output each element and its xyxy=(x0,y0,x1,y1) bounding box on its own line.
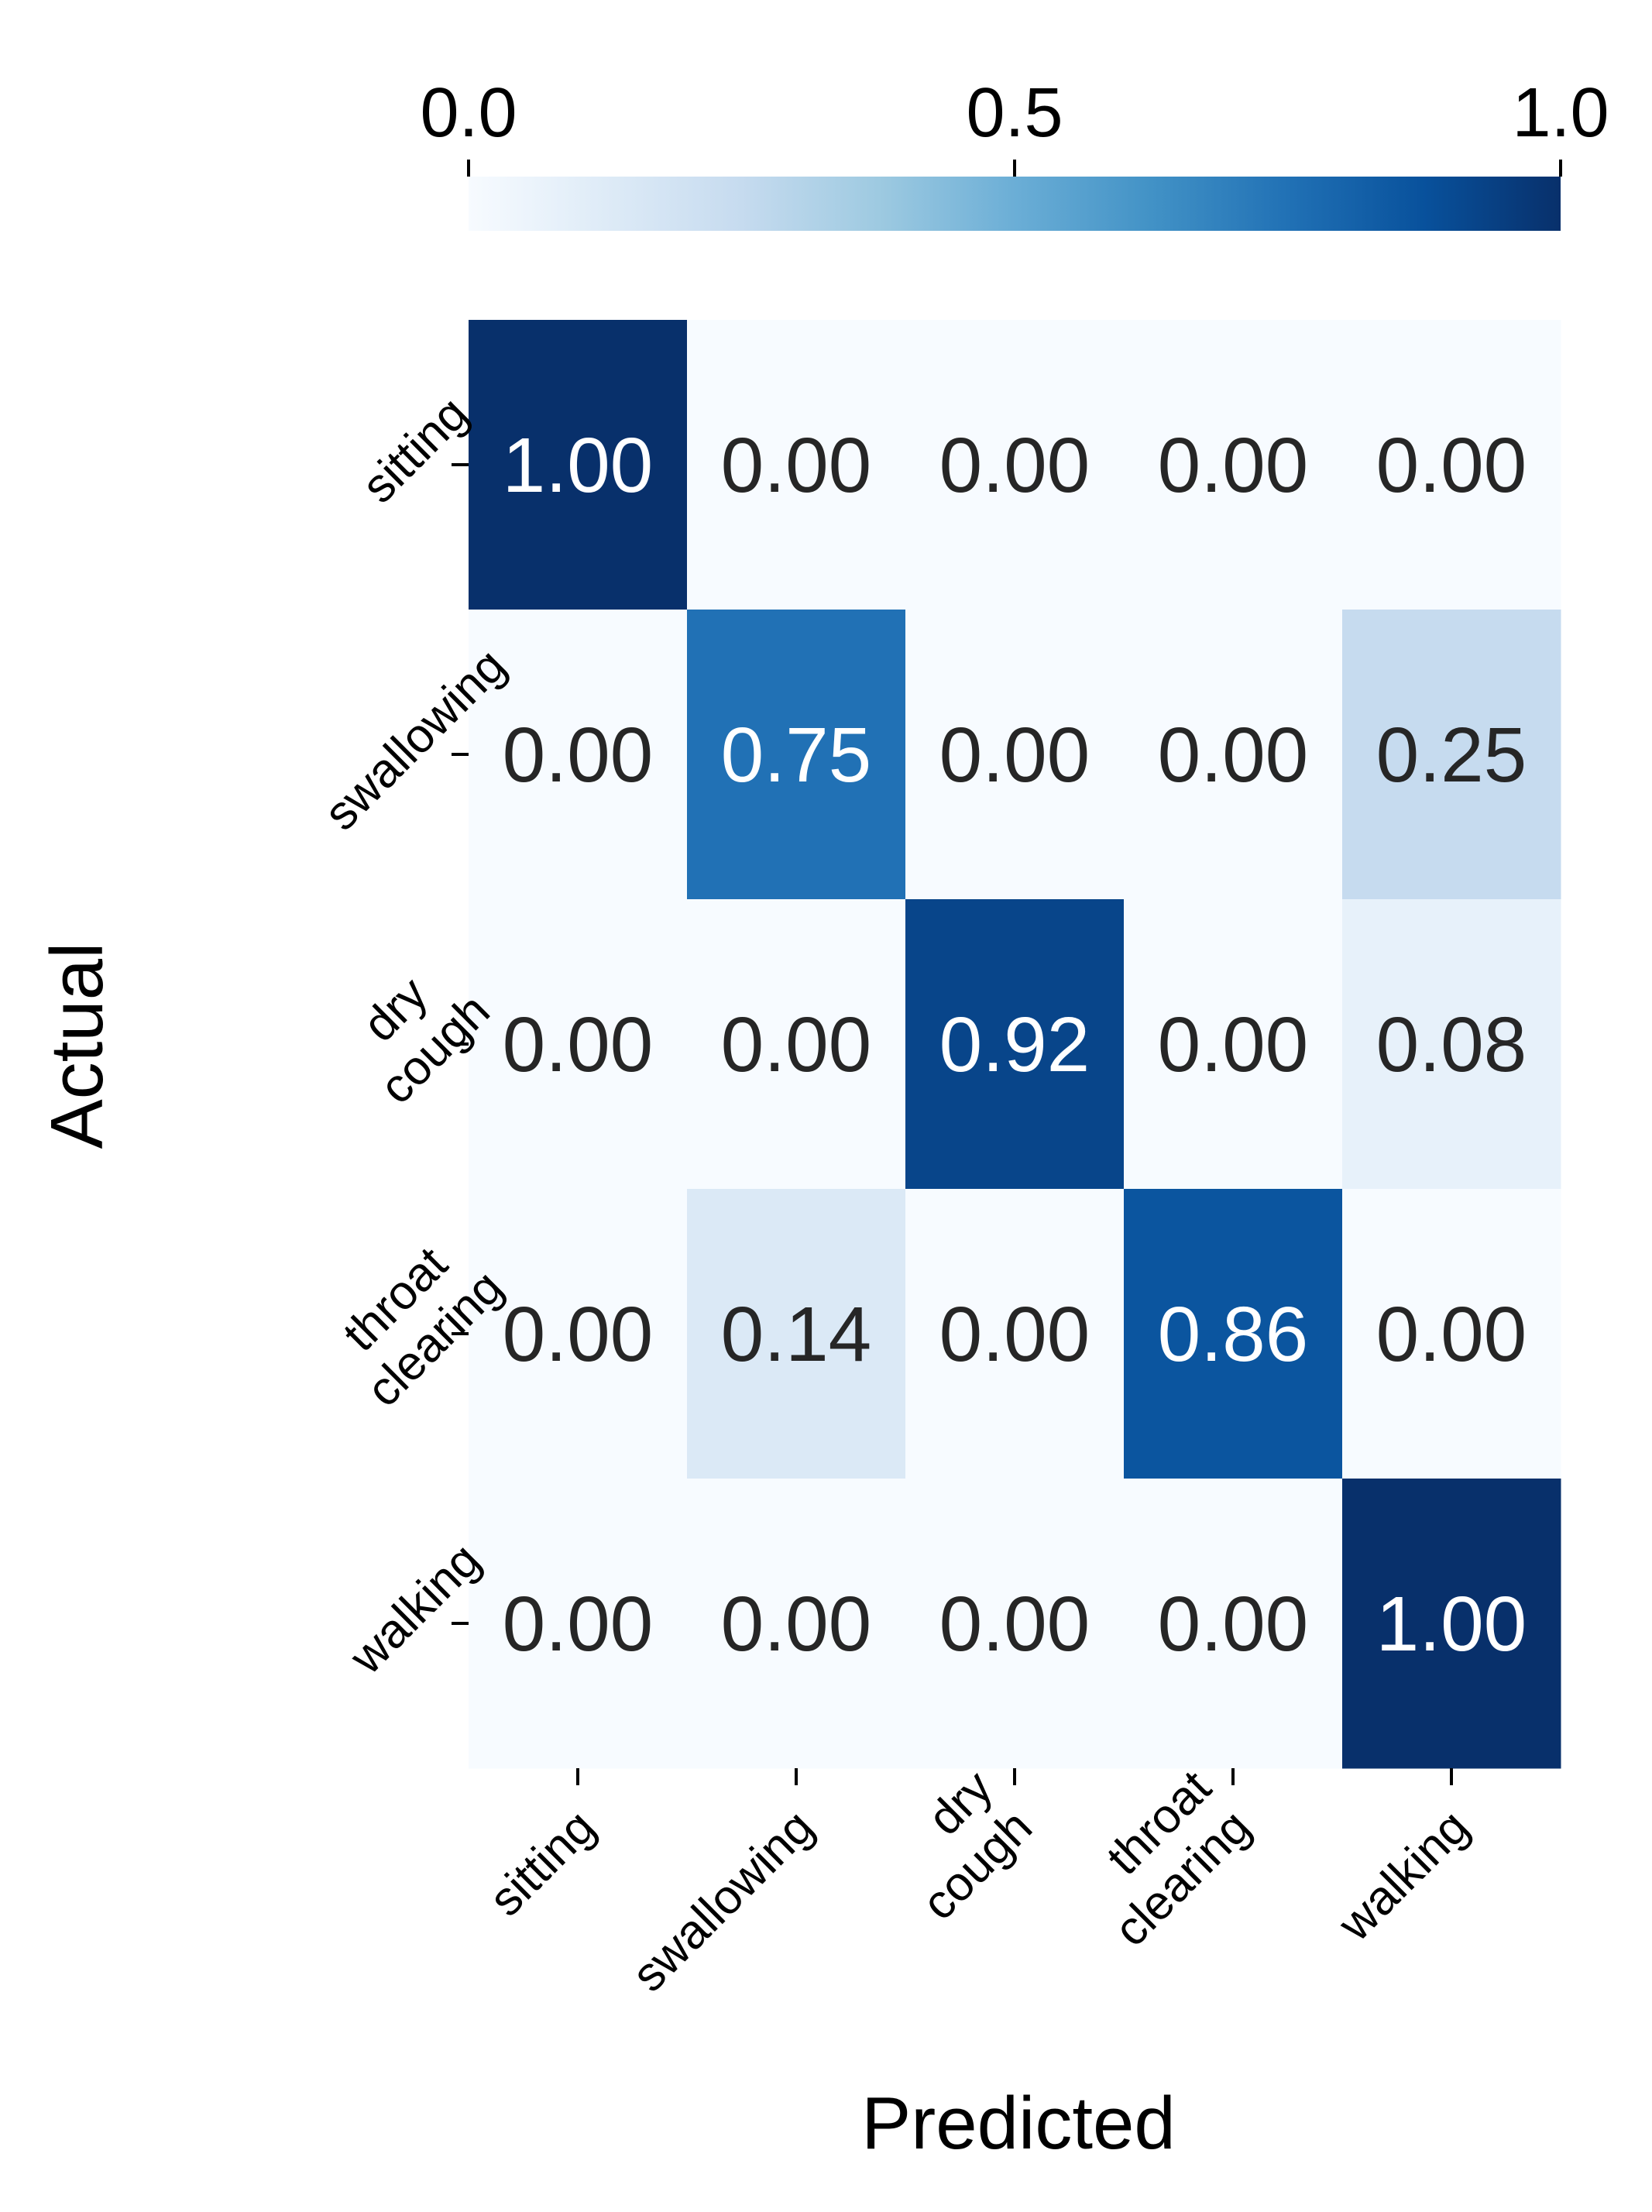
heatmap-cell xyxy=(687,610,906,900)
heatmap-cell xyxy=(1124,610,1343,900)
heatmap-cell xyxy=(1342,610,1561,900)
heatmap-cell xyxy=(905,899,1125,1190)
heatmap-cell xyxy=(905,1189,1125,1479)
heatmap-cell xyxy=(1342,899,1561,1190)
heatmap-cell-value: 0.08 xyxy=(1376,1001,1527,1088)
heatmap-cell xyxy=(469,1479,688,1769)
heatmap-cell xyxy=(1124,1189,1343,1479)
x-tick-label-line: swallowing xyxy=(622,1800,824,2002)
heatmap-cell-value: 0.00 xyxy=(721,1581,872,1668)
heatmap-cell xyxy=(469,610,688,900)
x-tick-label: walking xyxy=(1327,1800,1479,1952)
colorbar: 0.0 0.5 1.0 xyxy=(420,74,1609,231)
y-tick-label: walking xyxy=(339,1534,491,1685)
heatmap-cell-value: 0.00 xyxy=(503,712,654,799)
heatmap-cell-value: 0.14 xyxy=(721,1291,872,1378)
colorbar-gradient xyxy=(469,177,1561,231)
heatmap-cell-value: 0.00 xyxy=(1158,1001,1309,1088)
heatmap-cell xyxy=(1342,1479,1561,1769)
heatmap-cell-value: 0.00 xyxy=(1376,1291,1527,1378)
x-tick-label-line: walking xyxy=(1327,1800,1479,1952)
x-tick-label-line: sitting xyxy=(479,1800,606,1926)
heatmap-cell-value: 0.75 xyxy=(721,712,872,799)
heatmap-cell-value: 0.00 xyxy=(721,422,872,509)
heatmap-cell-value: 0.00 xyxy=(939,1291,1090,1378)
y-tick-label-line: sitting xyxy=(352,386,478,513)
heatmap-cell xyxy=(905,610,1125,900)
x-tick-label: sitting xyxy=(479,1800,606,1926)
colorbar-tick-label: 1.0 xyxy=(1512,74,1609,152)
x-axis-label: Predicted xyxy=(861,2082,1176,2165)
heatmap-cell xyxy=(687,1479,906,1769)
heatmap-cell xyxy=(469,320,688,610)
heatmap-cell xyxy=(1124,320,1343,610)
colorbar-tick-label: 0.0 xyxy=(420,74,517,152)
heatmap-cell-value: 0.00 xyxy=(721,1001,872,1088)
heatmap-cell-value: 0.00 xyxy=(939,422,1090,509)
heatmap-cell-value: 0.00 xyxy=(939,1581,1090,1668)
heatmap-cell xyxy=(905,1479,1125,1769)
heatmap-cell xyxy=(469,1189,688,1479)
heatmap-cell-value: 0.00 xyxy=(503,1581,654,1668)
heatmap-cell-value: 0.00 xyxy=(939,712,1090,799)
heatmap-cell xyxy=(1124,899,1343,1190)
heatmap-cell xyxy=(687,1189,906,1479)
heatmap-cell-value: 0.25 xyxy=(1376,712,1527,799)
heatmap-cell xyxy=(1124,1479,1343,1769)
heatmap-cell xyxy=(905,320,1125,610)
y-tick-label: sitting xyxy=(352,386,478,513)
y-axis-label: Actual xyxy=(36,943,118,1149)
heatmap-cell-value: 0.00 xyxy=(503,1291,654,1378)
heatmap-cell xyxy=(1342,320,1561,610)
colorbar-ticks: 0.0 0.5 1.0 xyxy=(420,74,1609,177)
heatmap-cells: 1.00 0.00 0.00 0.00 0.00 0.00 0.75 0.00 0.00 0.25… xyxy=(469,320,1561,1769)
heatmap-cell-value: 0.00 xyxy=(1376,422,1527,509)
colorbar-tick-label: 0.5 xyxy=(966,74,1063,152)
heatmap-cell-value: 0.00 xyxy=(503,1001,654,1088)
heatmap-cell-value: 0.00 xyxy=(1158,1581,1309,1668)
heatmap-cell-value: 0.00 xyxy=(1158,422,1309,509)
heatmap-cell-value: 1.00 xyxy=(1376,1581,1527,1668)
heatmap-cell xyxy=(469,899,688,1190)
heatmap-cell-value: 0.92 xyxy=(939,1001,1090,1088)
y-tick-label-line: walking xyxy=(339,1534,491,1685)
heatmap-cell-value: 0.00 xyxy=(1158,712,1309,799)
heatmap-cell xyxy=(1342,1189,1561,1479)
heatmap-cell-value: 0.86 xyxy=(1158,1291,1309,1378)
heatmap-cell xyxy=(687,320,906,610)
heatmap-cell-value: 1.00 xyxy=(503,422,654,509)
heatmap-cell xyxy=(687,899,906,1190)
x-tick-label: swallowing xyxy=(622,1800,824,2002)
